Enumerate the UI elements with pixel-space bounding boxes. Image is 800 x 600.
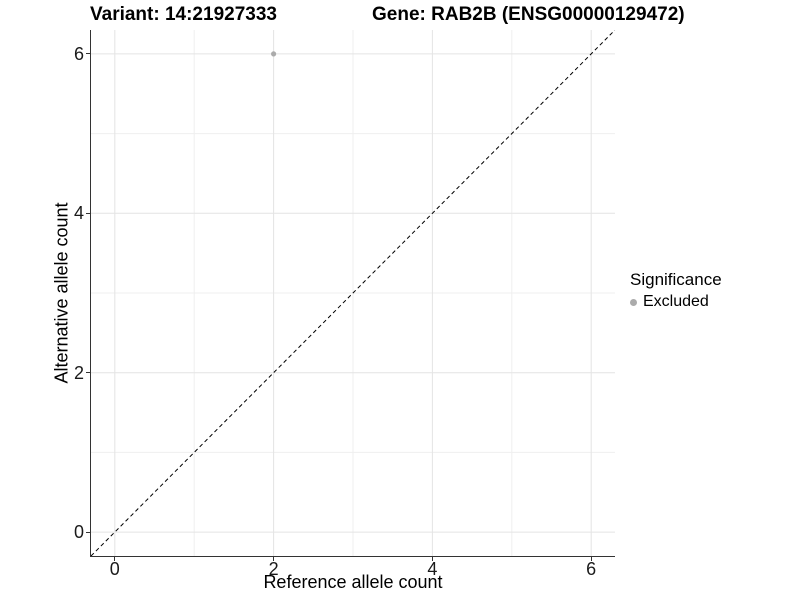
plot-title-gene: Gene: RAB2B (ENSG00000129472) bbox=[372, 4, 685, 25]
x-tick-label: 0 bbox=[109, 559, 120, 579]
scatter-plot bbox=[91, 30, 615, 556]
x-tick-label: 2 bbox=[268, 559, 279, 579]
y-tick-mark bbox=[86, 212, 90, 214]
y-tick-mark bbox=[86, 372, 90, 374]
plot-panel bbox=[91, 30, 615, 556]
y-tick-label: 4 bbox=[73, 203, 84, 224]
y-tick-label: 2 bbox=[73, 362, 84, 383]
legend: Significance Excluded bbox=[630, 270, 722, 311]
x-tick-mark bbox=[590, 557, 592, 561]
legend-item-excluded: Excluded bbox=[630, 293, 722, 311]
y-tick-label: 0 bbox=[73, 522, 84, 543]
excluded-point-swatch-icon bbox=[630, 298, 637, 306]
y-axis-line bbox=[90, 30, 91, 557]
identity-reference-line bbox=[91, 30, 615, 556]
plot-title-variant: Variant: 14:21927333 bbox=[90, 4, 277, 25]
y-axis-title: Alternative allele count bbox=[51, 202, 72, 384]
x-axis-line bbox=[90, 556, 615, 557]
x-tick-label: 6 bbox=[586, 559, 597, 579]
x-tick-mark bbox=[114, 557, 116, 561]
y-tick-label: 6 bbox=[73, 43, 84, 64]
x-tick-label: 4 bbox=[427, 559, 438, 579]
legend-item-label: Excluded bbox=[643, 293, 709, 310]
y-tick-mark bbox=[86, 53, 90, 55]
x-tick-mark bbox=[431, 557, 433, 561]
data-point bbox=[271, 51, 277, 57]
y-tick-mark bbox=[86, 531, 90, 533]
x-tick-mark bbox=[273, 557, 275, 561]
legend-title: Significance bbox=[630, 270, 722, 289]
x-axis-title: Reference allele count bbox=[263, 572, 443, 592]
